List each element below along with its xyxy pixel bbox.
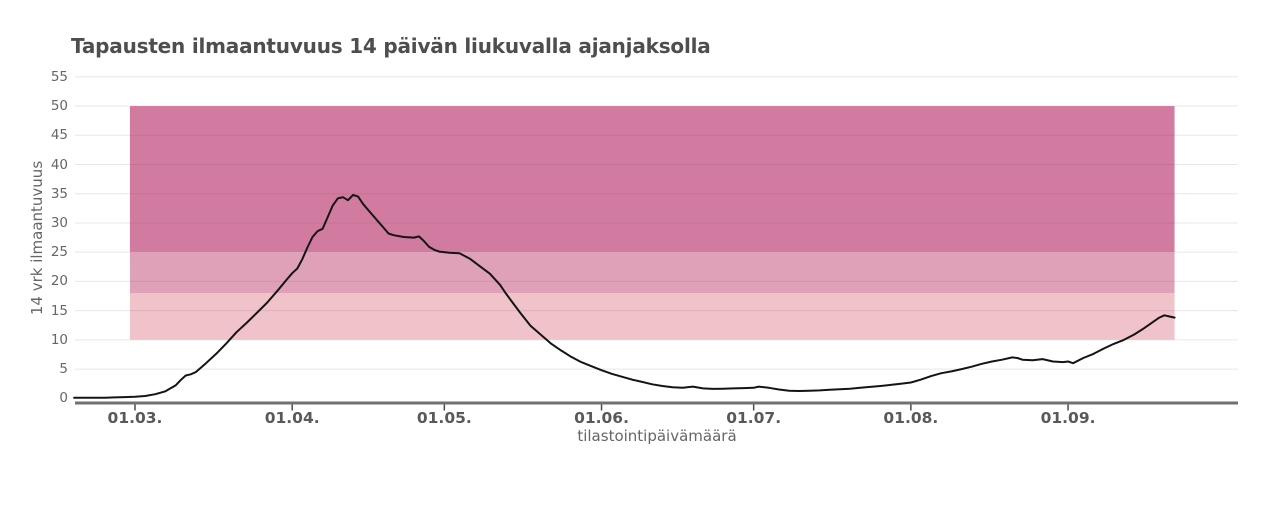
x-tick-label-01.03.: 01.03.: [107, 409, 163, 427]
x-tick-label-01.04.: 01.04.: [264, 409, 320, 427]
x-tick-label-01.08.: 01.08.: [883, 409, 939, 427]
y-tick-label-5: 5: [59, 361, 68, 378]
risk-band-25-50: [129, 106, 1175, 253]
x-tick-label-01.06.: 01.06.: [574, 409, 629, 427]
incidence-line: [73, 193, 1176, 399]
y-tick-label-30: 30: [50, 214, 68, 231]
risk-band-18-25: [129, 252, 1175, 294]
x-tick-label-01.07.: 01.07.: [726, 409, 782, 427]
y-tick-label-40: 40: [50, 156, 68, 173]
y-tick-label-10: 10: [50, 331, 68, 348]
x-tick-label-01.05.: 01.05.: [416, 409, 472, 427]
y-tick-label-50: 50: [50, 98, 68, 115]
y-tick-label-0: 0: [59, 390, 68, 407]
y-tick-label-35: 35: [50, 185, 68, 202]
risk-band-10-18: [129, 293, 1175, 340]
y-tick-label-55: 55: [50, 68, 68, 85]
y-tick-label-20: 20: [50, 273, 68, 290]
y-tick-label-25: 25: [50, 244, 68, 261]
y-tick-label-15: 15: [50, 302, 68, 319]
x-axis-label: tilastointipäivämäärä: [577, 427, 737, 445]
chart-title: Tapausten ilmaantuvuus 14 päivän liukuva…: [71, 34, 711, 58]
y-tick-label-45: 45: [50, 127, 68, 144]
x-tick-label-01.09.: 01.09.: [1040, 409, 1096, 427]
